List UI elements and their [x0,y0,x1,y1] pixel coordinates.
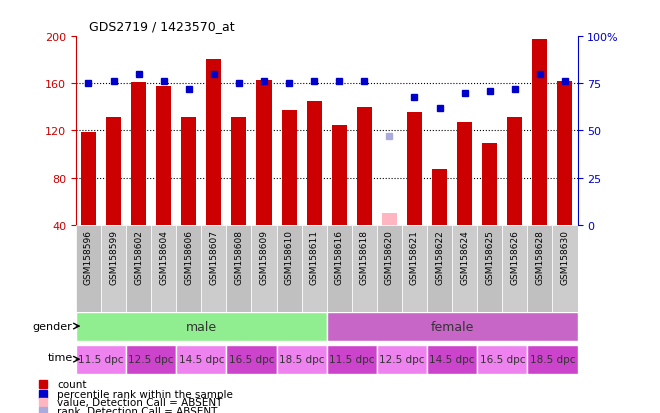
Bar [176,225,201,312]
Bar [126,345,176,374]
Text: GSM158611: GSM158611 [310,230,319,284]
Bar [352,225,377,312]
Text: male: male [185,320,217,333]
Bar [327,312,578,341]
Text: percentile rank within the sample: percentile rank within the sample [57,389,233,399]
Text: GSM158607: GSM158607 [209,230,218,284]
Text: GSM158622: GSM158622 [435,230,444,284]
Text: GSM158610: GSM158610 [284,230,294,284]
Bar [327,345,377,374]
Text: GDS2719 / 1423570_at: GDS2719 / 1423570_at [89,20,235,33]
Text: female: female [430,320,474,333]
Text: GSM158599: GSM158599 [109,230,118,284]
Text: GSM158626: GSM158626 [510,230,519,284]
Bar [232,118,246,225]
Text: 18.5 dpc: 18.5 dpc [530,354,575,364]
Bar [207,59,221,225]
Bar [357,108,372,225]
Bar [407,112,422,225]
Text: GSM158628: GSM158628 [535,230,544,284]
Text: GSM158624: GSM158624 [460,230,469,284]
Bar [302,225,327,312]
Bar [477,225,502,312]
Bar [101,225,126,312]
Bar [457,123,472,225]
Text: 11.5 dpc: 11.5 dpc [79,354,123,364]
Bar [332,125,347,225]
Bar [76,225,101,312]
Text: 12.5 dpc: 12.5 dpc [129,354,174,364]
Bar [81,132,96,225]
Bar [277,225,302,312]
Bar [76,345,126,374]
Text: 18.5 dpc: 18.5 dpc [279,354,324,364]
Bar [282,111,296,225]
Bar [527,345,578,374]
Bar [182,118,196,225]
Bar [477,345,527,374]
Bar [427,225,452,312]
Text: 14.5 dpc: 14.5 dpc [179,354,224,364]
Bar [277,345,327,374]
Bar [327,225,352,312]
Bar [527,225,552,312]
Bar [402,225,427,312]
Bar [533,40,547,225]
Bar [251,225,277,312]
Text: time: time [48,352,73,362]
Bar [257,81,271,225]
Bar [502,225,527,312]
Bar [377,225,402,312]
Bar [201,225,226,312]
Text: GSM158618: GSM158618 [360,230,369,284]
Bar [76,312,327,341]
Text: GSM158606: GSM158606 [184,230,193,284]
Text: GSM158621: GSM158621 [410,230,419,284]
Bar [558,82,572,225]
Text: 12.5 dpc: 12.5 dpc [379,354,424,364]
Text: count: count [57,379,86,389]
Bar [552,225,578,312]
Bar [151,225,176,312]
Text: GSM158608: GSM158608 [234,230,244,284]
Text: 16.5 dpc: 16.5 dpc [480,354,525,364]
Bar [226,345,277,374]
Text: GSM158604: GSM158604 [159,230,168,284]
Bar [176,345,226,374]
Text: 16.5 dpc: 16.5 dpc [229,354,274,364]
Bar [482,144,497,225]
Text: 11.5 dpc: 11.5 dpc [329,354,374,364]
Bar [156,86,171,225]
Bar [427,345,477,374]
Text: 14.5 dpc: 14.5 dpc [430,354,475,364]
Text: GSM158616: GSM158616 [335,230,344,284]
Bar [508,118,522,225]
Text: rank, Detection Call = ABSENT: rank, Detection Call = ABSENT [57,406,217,413]
Bar [382,214,397,225]
Bar [126,225,151,312]
Text: GSM158625: GSM158625 [485,230,494,284]
Text: GSM158602: GSM158602 [134,230,143,284]
Text: value, Detection Call = ABSENT: value, Detection Call = ABSENT [57,397,222,408]
Bar [106,118,121,225]
Text: GSM158620: GSM158620 [385,230,394,284]
Bar [226,225,251,312]
Text: GSM158630: GSM158630 [560,230,570,284]
Text: gender: gender [33,321,73,331]
Bar [377,345,427,374]
Bar [307,102,321,225]
Bar [432,170,447,225]
Text: GSM158609: GSM158609 [259,230,269,284]
Bar [452,225,477,312]
Text: GSM158596: GSM158596 [84,230,93,284]
Bar [131,83,146,225]
